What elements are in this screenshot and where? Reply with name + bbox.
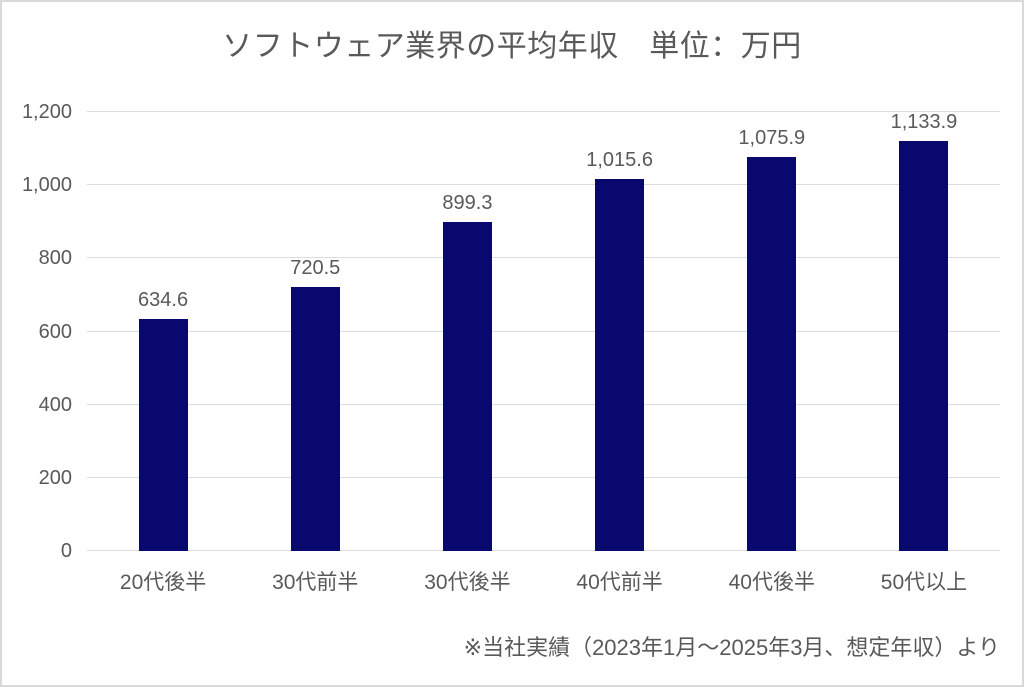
y-axis-tick-label: 800 [38, 247, 72, 270]
gridline [87, 111, 1000, 112]
plot-area: 634.6 720.5 899.3 1,015.6 1,075.9 1,133.9 [87, 111, 1000, 551]
bar-group: 1,133.9 [848, 112, 1000, 551]
y-axis-tick-label: 600 [38, 320, 72, 343]
bars-container: 634.6 720.5 899.3 1,015.6 1,075.9 1,133.9 [87, 112, 1000, 551]
bar-value-label: 720.5 [290, 257, 341, 280]
gridline [87, 550, 1000, 551]
x-axis-category-label: 50代以上 [880, 571, 968, 594]
bar-value-label: 899.3 [442, 192, 493, 215]
x-axis-category-label: 40代前半 [576, 571, 663, 594]
bar-value-label: 1,075.9 [738, 127, 806, 150]
bar-group: 1,015.6 [544, 112, 696, 551]
bar-group: 720.5 [239, 112, 391, 551]
y-axis-tick-label: 200 [38, 466, 72, 489]
x-axis-category-label: 20代後半 [119, 571, 207, 594]
bar-group: 634.6 [87, 112, 239, 551]
x-axis-category-label: 30代後半 [424, 571, 511, 594]
chart-title: ソフトウェア業界の平均年収 単位：万円 [222, 30, 802, 63]
x-axis-category-label: 30代前半 [272, 571, 359, 594]
y-axis-tick-label: 0 [60, 540, 72, 562]
gridline [87, 403, 1000, 405]
bar-value-label: 634.6 [138, 288, 189, 311]
y-axis-tick-label: 1,000 [21, 174, 72, 197]
y-axis-tick-label: 400 [38, 393, 72, 416]
bar-group: 1,075.9 [696, 112, 848, 551]
gridline [87, 257, 1000, 259]
bar [899, 141, 949, 551]
y-axis-labels: 0 200 400 600 800 1,000 1,200 [2, 102, 72, 561]
x-axis-labels: 20代後半 30代前半 30代後半 40代前半 40代後半 50代以上 [87, 566, 1000, 596]
gridline [87, 476, 1000, 478]
gridline [87, 184, 1000, 186]
bar [290, 287, 340, 551]
bar-value-label: 1,015.6 [586, 149, 653, 172]
bar [747, 157, 797, 551]
bar [442, 222, 492, 551]
bar-group: 899.3 [391, 112, 543, 551]
x-axis-category-label: 40代後半 [728, 571, 815, 594]
gridline [87, 330, 1000, 332]
y-axis-tick-label: 1,200 [21, 101, 72, 123]
bar [595, 179, 645, 551]
bar-value-label: 1,133.9 [890, 111, 958, 133]
bar [138, 318, 188, 551]
footnote: ※当社実績（2023年1月～2025年3月、想定年収）より [463, 635, 1000, 660]
